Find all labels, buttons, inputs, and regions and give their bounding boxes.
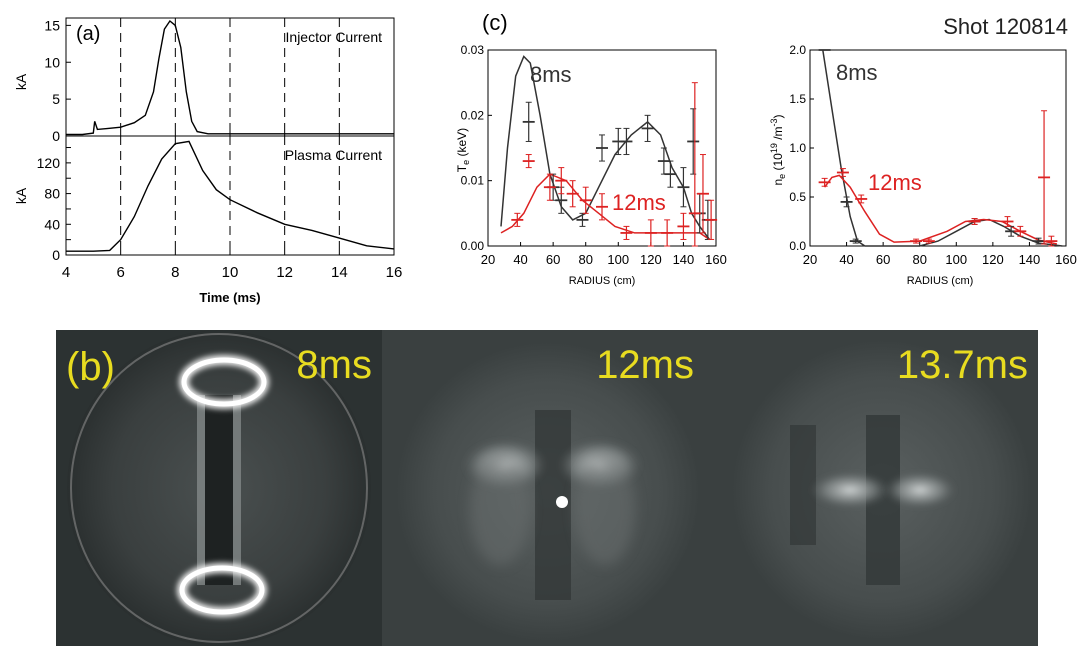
panel-a-bottom-ylabel: kA: [13, 187, 29, 204]
ne-12ms-line: [823, 174, 1058, 245]
panel-a-bottom: 0 40 80 120 4 6 8 10 12 14 16 Plasma Current kA T…: [13, 135, 403, 305]
x-tick-label: 100: [945, 252, 967, 267]
y-tick-label: 15: [44, 17, 60, 33]
panel-c-right-ylabel: ne (1019 /m-3): [769, 114, 787, 185]
image-12ms: 12ms: [382, 330, 710, 646]
x-tick-label: 120: [982, 252, 1004, 267]
panel-c-left-ticks: 20 40 60 80 100 120 140 160 0.00 0.01 0.02 0.03: [461, 43, 727, 267]
y-tick-label: 0.00: [461, 239, 485, 253]
panel-a-top-ylabel: kA: [13, 73, 29, 90]
image-13-7ms-label: 13.7ms: [897, 343, 1028, 387]
y-tick-label: 1.0: [789, 141, 806, 155]
x-tick-label: 40: [839, 252, 853, 267]
y-tick-label: 120: [37, 155, 61, 171]
x-tick-label: 80: [912, 252, 926, 267]
injector-current-annotation: Injector Current: [286, 29, 383, 45]
x-tick-label: 140: [1019, 252, 1041, 267]
panel-c-right: Shot 120814 20 40 60 80 100 120 140 160 0.0 0.5 1.…: [769, 14, 1077, 287]
x-tick-label: 12: [276, 264, 293, 281]
x-tick-label: 40: [513, 252, 527, 267]
panel-a-bottom-xlabel: Time (ms): [199, 290, 260, 305]
y-tick-label: 10: [44, 54, 60, 70]
x-tick-label: 100: [607, 252, 629, 267]
x-tick-label: 16: [386, 264, 403, 281]
y-tick-label: 0: [52, 247, 60, 263]
x-tick-label: 160: [1055, 252, 1077, 267]
panel-a-bottom-yticks: 0 40 80 120: [37, 147, 71, 263]
x-tick-label: 80: [578, 252, 592, 267]
te-8ms-label: 8ms: [530, 62, 572, 87]
y-tick-label: 0.01: [461, 174, 485, 188]
injector-current-line: [66, 19, 394, 136]
x-tick-label: 60: [546, 252, 560, 267]
y-tick-label: 40: [44, 216, 60, 232]
image-12ms-label: 12ms: [596, 343, 694, 387]
panel-c-left-ylabel: Te (keV): [455, 128, 471, 172]
panel-c-label: (c): [482, 10, 508, 35]
te-12ms-points: [511, 82, 718, 247]
panel-c-left: (c) 20 40 60 80 100 120 140 160 0.00 0.01 0.02 0.03…: [455, 10, 727, 287]
panel-a-top: 0 5 10 15 (a) Injector Current kA: [13, 17, 395, 144]
y-tick-label: 0.0: [789, 239, 806, 253]
te-12ms-label: 12ms: [612, 190, 666, 215]
x-tick-label: 6: [116, 264, 124, 281]
y-tick-label: 0.03: [461, 43, 485, 57]
panel-b-label: (b): [66, 345, 115, 389]
x-tick-label: 160: [705, 252, 727, 267]
y-tick-label: 0: [52, 128, 60, 144]
x-tick-label: 140: [673, 252, 695, 267]
image-13-7ms: 13.7ms: [710, 330, 1038, 646]
y-tick-label: 2.0: [789, 43, 806, 57]
x-tick-label: 20: [803, 252, 817, 267]
image-8ms: (b) 8ms: [56, 330, 382, 646]
x-tick-label: 4: [62, 264, 70, 281]
panel-c-right-xlabel: RADIUS (cm): [907, 275, 974, 287]
te-8ms-line: [500, 55, 711, 240]
x-tick-label: 14: [331, 264, 348, 281]
panel-a-bottom-xticks: 4 6 8 10 12 14 16: [62, 250, 403, 281]
ne-12ms-points: [818, 110, 1058, 247]
x-tick-label: 20: [481, 252, 495, 267]
y-tick-label: 80: [44, 186, 60, 202]
shot-label: Shot 120814: [943, 14, 1068, 39]
panel-a-label: (a): [76, 23, 100, 45]
panel-a-top-vlines: [120, 18, 340, 136]
te-12ms-line: [500, 173, 710, 241]
ne-12ms-label: 12ms: [868, 170, 922, 195]
te-8ms-points: [522, 101, 714, 240]
panel-c-right-ticks: 20 40 60 80 100 120 140 160 0.0 0.5 1.0 1.5 2.0: [789, 43, 1077, 267]
panel-c-left-xlabel: RADIUS (cm): [569, 275, 636, 287]
x-tick-label: 60: [876, 252, 890, 267]
y-tick-label: 0.5: [789, 190, 806, 204]
y-tick-label: 5: [52, 91, 60, 107]
image-8ms-label: 8ms: [296, 343, 372, 387]
ne-8ms-label: 8ms: [836, 60, 878, 85]
y-tick-label: 1.5: [789, 92, 806, 106]
plasma-current-line: [66, 140, 395, 252]
plasma-current-annotation: Plasma Current: [285, 147, 382, 163]
x-tick-label: 8: [171, 264, 179, 281]
x-tick-label: 120: [640, 252, 662, 267]
x-tick-label: 10: [222, 264, 239, 281]
panel-a-bottom-vlines: [120, 136, 340, 255]
y-tick-label: 0.02: [461, 108, 485, 122]
panel-c-left-frame: [487, 49, 717, 247]
